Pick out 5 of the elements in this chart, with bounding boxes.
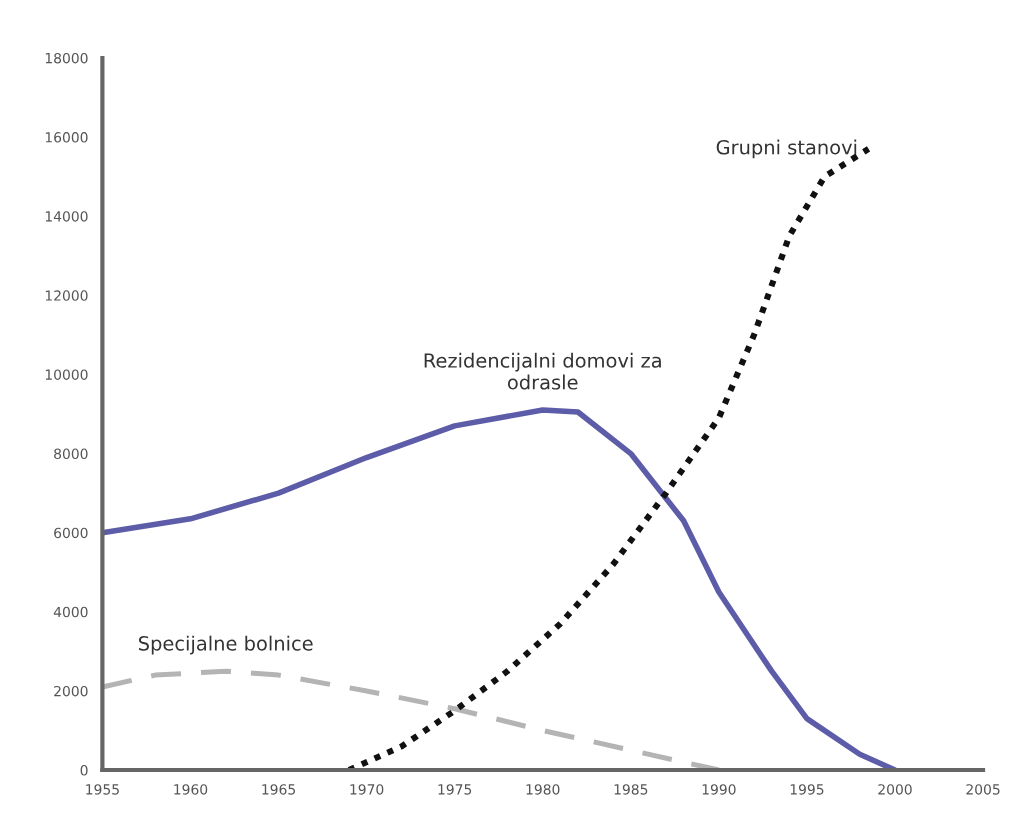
- line-series: [102, 668, 722, 771]
- line-series: [102, 407, 898, 771]
- series-label: Grupni stanovi: [716, 139, 857, 159]
- series-label: Rezidencijalni domovi za odrasle: [424, 352, 661, 390]
- series-label: Specijalne bolnice: [138, 635, 313, 655]
